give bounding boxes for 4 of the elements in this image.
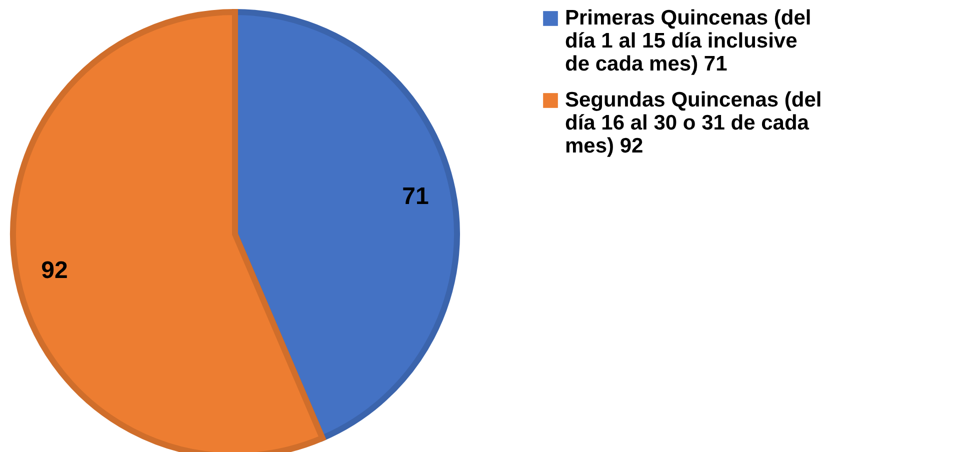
legend-label: Segundas Quincenas (del día 16 al 30 o 31 de cada mes) 92 — [565, 88, 822, 158]
data-label: 71 — [402, 182, 429, 210]
legend-label: Primeras Quincenas (del día 1 al 15 día inclusive de cada mes) 71 — [565, 6, 812, 76]
data-label: 92 — [41, 257, 68, 284]
